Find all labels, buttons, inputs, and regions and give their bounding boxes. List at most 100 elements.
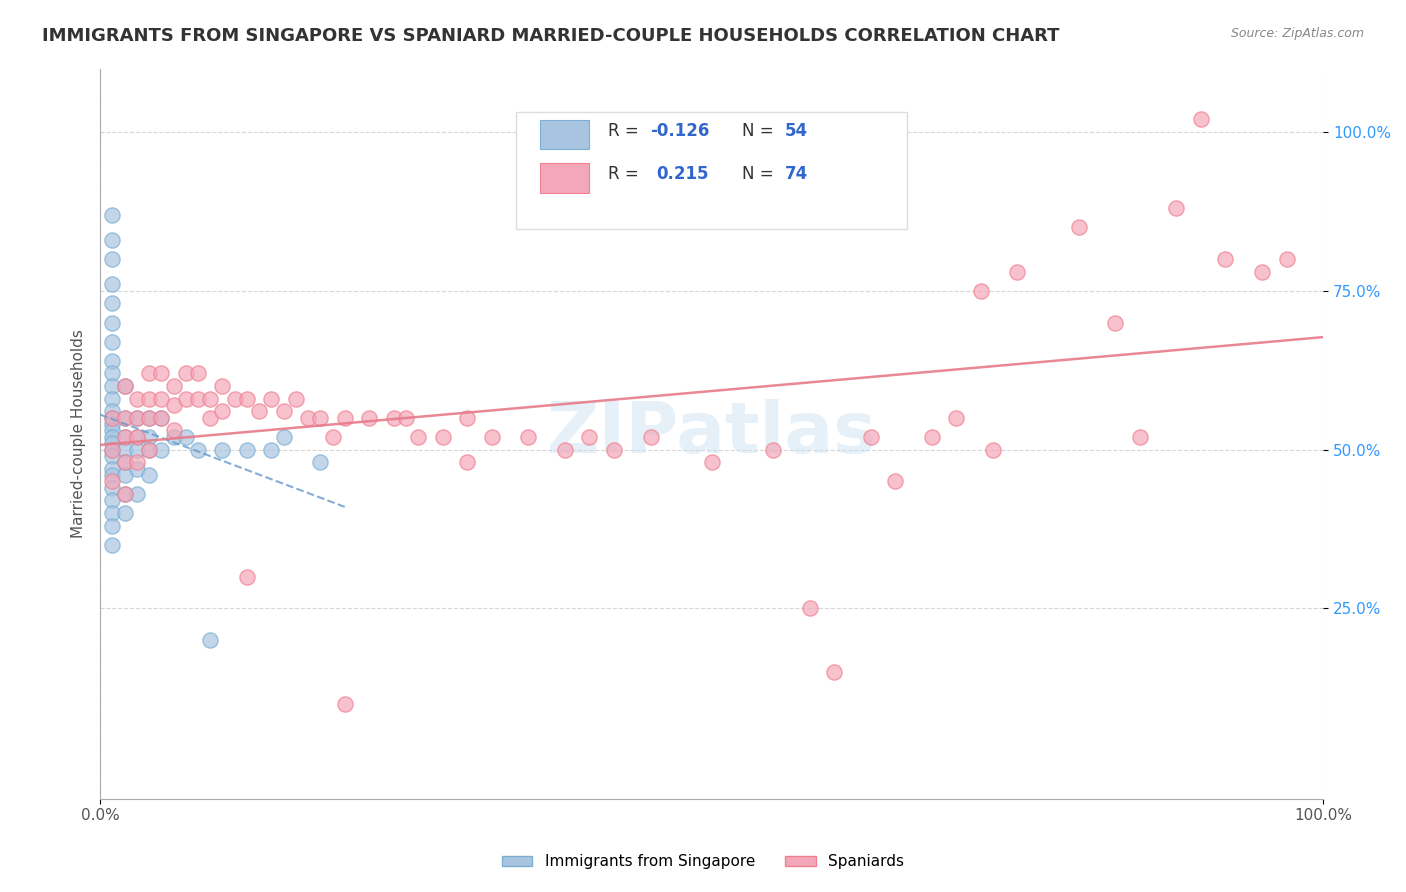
Point [101, 334, 124, 349]
Text: IMMIGRANTS FROM SINGAPORE VS SPANIARD MARRIED-COUPLE HOUSEHOLDS CORRELATION CHAR: IMMIGRANTS FROM SINGAPORE VS SPANIARD MA… [42, 27, 1060, 45]
Point [481, 430, 503, 444]
Point [114, 467, 136, 482]
Point [101, 277, 124, 292]
Point [456, 410, 478, 425]
Point [762, 442, 785, 457]
Text: ZIPatlas: ZIPatlas [547, 399, 877, 468]
Point [114, 487, 136, 501]
Point [114, 430, 136, 444]
Point [114, 410, 136, 425]
Point [138, 367, 160, 381]
Point [138, 392, 160, 406]
Point [101, 296, 124, 310]
Point [432, 430, 454, 444]
Text: Source: ZipAtlas.com: Source: ZipAtlas.com [1230, 27, 1364, 40]
Point [1251, 265, 1274, 279]
Text: 74: 74 [785, 165, 808, 184]
Point [1189, 112, 1212, 127]
Point [1007, 265, 1029, 279]
Point [211, 442, 233, 457]
Point [970, 284, 993, 298]
Text: -0.126: -0.126 [651, 121, 710, 139]
Point [101, 410, 124, 425]
Point [884, 475, 907, 489]
Y-axis label: Married-couple Households: Married-couple Households [72, 329, 86, 538]
Point [125, 455, 148, 469]
Text: 54: 54 [785, 121, 808, 139]
Point [236, 442, 259, 457]
Point [273, 404, 295, 418]
Point [101, 481, 124, 495]
Point [260, 442, 283, 457]
Point [174, 430, 197, 444]
Point [359, 410, 381, 425]
Point [150, 367, 173, 381]
Legend: Immigrants from Singapore, Spaniards: Immigrants from Singapore, Spaniards [496, 848, 910, 875]
Point [859, 430, 882, 444]
Point [322, 430, 344, 444]
Point [273, 430, 295, 444]
Point [382, 410, 405, 425]
Point [395, 410, 418, 425]
Point [125, 392, 148, 406]
Point [101, 506, 124, 520]
Point [247, 404, 270, 418]
Point [224, 392, 246, 406]
Point [101, 316, 124, 330]
Point [297, 410, 319, 425]
Point [101, 353, 124, 368]
FancyBboxPatch shape [516, 112, 907, 229]
Point [162, 430, 184, 444]
Point [101, 252, 124, 266]
Point [1215, 252, 1237, 266]
Point [101, 436, 124, 450]
Point [211, 404, 233, 418]
Point [799, 601, 821, 615]
Point [945, 410, 967, 425]
Point [187, 367, 209, 381]
Point [125, 430, 148, 444]
Point [101, 430, 124, 444]
Point [284, 392, 307, 406]
Point [1104, 316, 1126, 330]
Point [1067, 220, 1090, 235]
Point [921, 430, 943, 444]
Point [114, 430, 136, 444]
Point [101, 467, 124, 482]
Point [236, 392, 259, 406]
Point [236, 569, 259, 583]
Point [578, 430, 600, 444]
Point [138, 410, 160, 425]
Point [101, 208, 124, 222]
Point [162, 379, 184, 393]
Point [125, 410, 148, 425]
Point [150, 442, 173, 457]
Point [1166, 201, 1188, 215]
Point [333, 697, 356, 711]
Text: R =: R = [607, 165, 650, 184]
Point [640, 430, 662, 444]
Point [101, 404, 124, 418]
Point [125, 410, 148, 425]
Point [101, 442, 124, 457]
Point [260, 392, 283, 406]
Point [174, 367, 197, 381]
Point [187, 392, 209, 406]
Point [101, 410, 124, 425]
Point [309, 410, 332, 425]
Point [101, 379, 124, 393]
Point [114, 455, 136, 469]
Point [125, 461, 148, 475]
Point [101, 442, 124, 457]
Point [114, 379, 136, 393]
Point [1129, 430, 1152, 444]
Point [200, 392, 222, 406]
Point [456, 455, 478, 469]
Point [101, 475, 124, 489]
Point [309, 455, 332, 469]
Text: R =: R = [607, 121, 644, 139]
Point [114, 455, 136, 469]
Point [517, 430, 540, 444]
Point [1275, 252, 1298, 266]
Point [138, 410, 160, 425]
